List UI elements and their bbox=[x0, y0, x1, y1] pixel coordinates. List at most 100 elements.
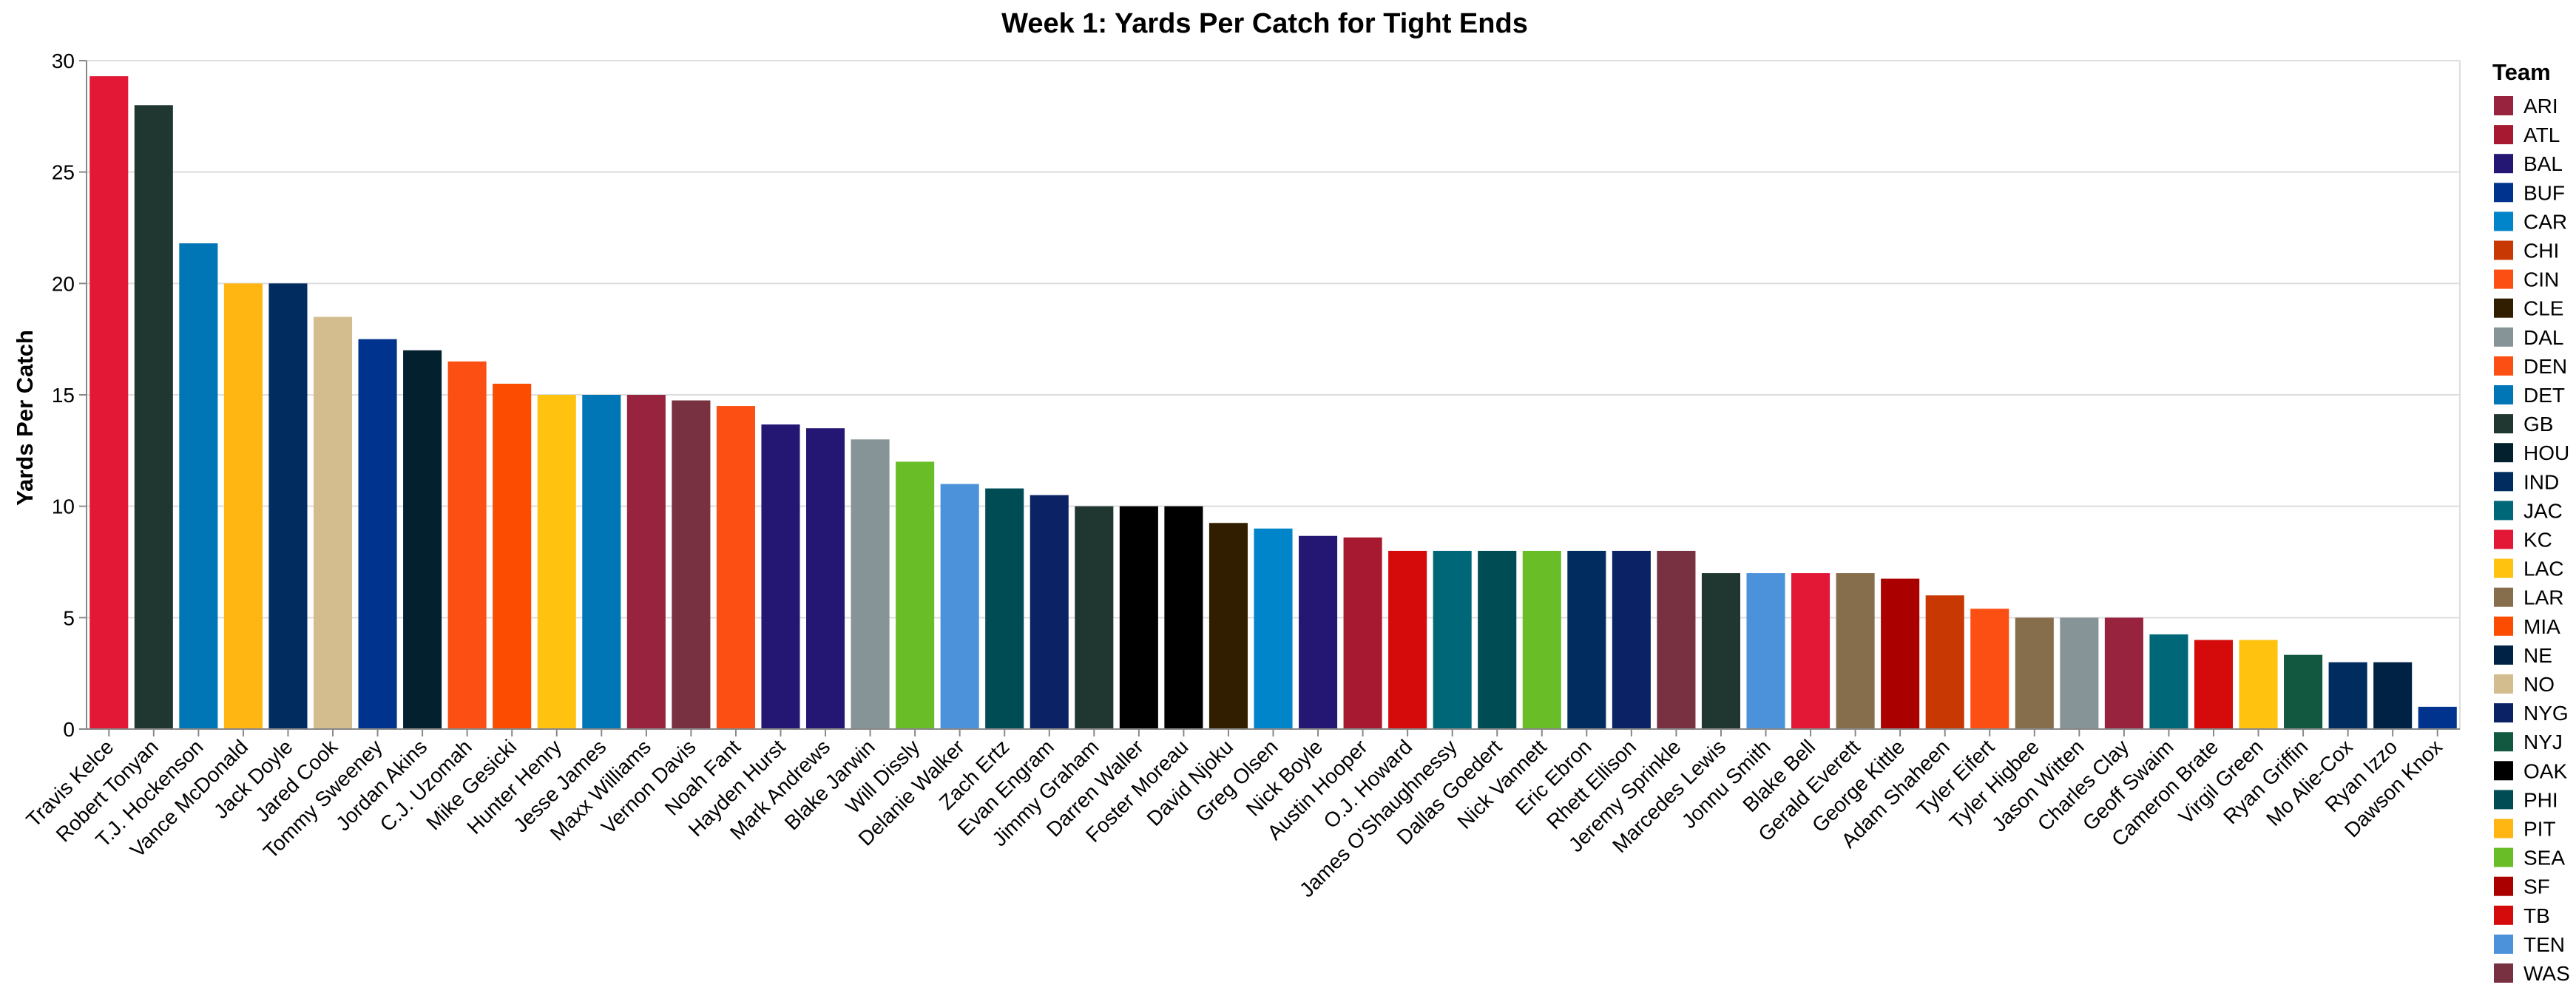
legend-swatch-buf bbox=[2494, 183, 2513, 203]
legend-swatch-hou bbox=[2494, 443, 2513, 463]
legend-swatch-ne bbox=[2494, 645, 2513, 665]
bar-dawson-knox bbox=[2418, 706, 2457, 729]
legend-swatch-dal bbox=[2494, 327, 2513, 347]
y-tick-label: 10 bbox=[52, 495, 75, 518]
legend-label-sf: SF bbox=[2523, 875, 2550, 898]
legend-title: Team bbox=[2492, 59, 2551, 85]
bar-jordan-akins bbox=[403, 350, 442, 729]
legend-label-det: DET bbox=[2523, 384, 2565, 407]
legend-label-lar: LAR bbox=[2523, 586, 2563, 609]
legend-label-ten: TEN bbox=[2523, 933, 2565, 956]
legend-swatch-sea bbox=[2494, 847, 2513, 867]
legend-swatch-pit bbox=[2494, 819, 2513, 839]
bar-jared-cook bbox=[313, 316, 353, 729]
y-tick-label: 20 bbox=[52, 272, 75, 295]
bar-vance-mcdonald bbox=[223, 283, 263, 729]
legend-label-kc: KC bbox=[2523, 529, 2552, 552]
bar-mike-gesicki bbox=[493, 383, 532, 729]
bar-blake-bell bbox=[1791, 573, 1830, 729]
bar-eric-ebron bbox=[1567, 550, 1606, 729]
bar-cameron-brate bbox=[2194, 640, 2234, 729]
legend-swatch-jac bbox=[2494, 501, 2513, 521]
bar-vernon-davis bbox=[672, 400, 711, 729]
bar-marcedes-lewis bbox=[1701, 573, 1741, 729]
bar-adam-shaheen bbox=[1925, 595, 1964, 729]
legend-label-phi: PHI bbox=[2523, 788, 2558, 811]
legend-swatch-sf bbox=[2494, 876, 2513, 896]
legend-swatch-bal bbox=[2494, 154, 2513, 174]
legend-label-no: NO bbox=[2523, 673, 2555, 696]
legend-swatch-det bbox=[2494, 385, 2513, 404]
bar-tommy-sweeney bbox=[358, 339, 397, 730]
bar-evan-engram bbox=[1030, 495, 1069, 729]
bar-noah-fant bbox=[716, 406, 755, 729]
legend-swatch-gb bbox=[2494, 414, 2513, 434]
bar-hunter-henry bbox=[537, 395, 576, 729]
bar-darren-waller bbox=[1119, 506, 1158, 729]
y-tick-label: 5 bbox=[63, 606, 75, 629]
legend-label-den: DEN bbox=[2523, 355, 2567, 378]
legend-swatch-kc bbox=[2494, 529, 2513, 549]
legend-label-chi: CHI bbox=[2523, 240, 2559, 262]
y-tick-label: 30 bbox=[52, 50, 75, 72]
legend-swatch-cin bbox=[2494, 269, 2513, 289]
bar-t-j-hockenson bbox=[179, 243, 218, 729]
bar-blake-jarwin bbox=[851, 439, 890, 729]
legend-swatch-nyg bbox=[2494, 703, 2513, 723]
legend-label-bal: BAL bbox=[2523, 152, 2563, 175]
legend-label-sea: SEA bbox=[2523, 847, 2565, 870]
legend-swatch-cle bbox=[2494, 298, 2513, 318]
legend-label-pit: PIT bbox=[2523, 818, 2556, 841]
legend-swatch-ind bbox=[2494, 472, 2513, 492]
bar-delanie-walker bbox=[940, 484, 979, 729]
legend-label-tb: TB bbox=[2523, 904, 2550, 927]
bar-charles-clay bbox=[2104, 617, 2143, 729]
bar-zach-ertz bbox=[985, 488, 1024, 729]
bar-jesse-james bbox=[582, 395, 621, 729]
legend-swatch-phi bbox=[2494, 790, 2513, 810]
bar-jack-doyle bbox=[268, 283, 308, 729]
legend-swatch-nyj bbox=[2494, 732, 2513, 752]
legend-swatch-car bbox=[2494, 211, 2513, 231]
legend-swatch-tb bbox=[2494, 905, 2513, 925]
bar-mo-alie-cox bbox=[2328, 662, 2367, 729]
legend-swatch-oak bbox=[2494, 761, 2513, 781]
bar-dallas-goedert bbox=[1478, 550, 1517, 729]
legend-label-cle: CLE bbox=[2523, 297, 2563, 320]
legend-swatch-mia bbox=[2494, 616, 2513, 636]
bar-o-j-howard bbox=[1388, 550, 1427, 729]
legend-label-gb: GB bbox=[2523, 413, 2553, 436]
legend-swatch-ari bbox=[2494, 96, 2513, 115]
legend-label-mia: MIA bbox=[2523, 615, 2560, 638]
legend-label-lac: LAC bbox=[2523, 558, 2563, 580]
legend-swatch-atl bbox=[2494, 125, 2513, 145]
bar-ryan-griffin bbox=[2284, 654, 2323, 729]
bar-david-njoku bbox=[1208, 523, 1248, 729]
legend-label-ne: NE bbox=[2523, 644, 2552, 667]
legend-label-hou: HOU bbox=[2523, 441, 2569, 464]
bar-maxx-williams bbox=[626, 395, 666, 729]
bar-james-o-shaughnessy bbox=[1433, 550, 1472, 729]
bar-gerald-everett bbox=[1836, 573, 1875, 729]
legend-label-was: WAS bbox=[2523, 962, 2570, 985]
bar-foster-moreau bbox=[1164, 506, 1203, 729]
bar-tyler-eifert bbox=[1970, 609, 2009, 729]
bar-hayden-hurst bbox=[761, 424, 800, 729]
legend: Team ARI ATL BAL BUF CAR CHI CIN CLE DAL DEN DET GB… bbox=[2492, 59, 2570, 985]
legend-label-nyj: NYJ bbox=[2523, 731, 2563, 753]
chart-title: Week 1: Yards Per Catch for Tight Ends bbox=[1001, 8, 1528, 39]
legend-swatch-no bbox=[2494, 674, 2513, 694]
bar-george-kittle bbox=[1881, 578, 1920, 729]
bar-ryan-izzo bbox=[2373, 662, 2413, 729]
bar-jimmy-graham bbox=[1075, 506, 1114, 729]
legend-label-ind: IND bbox=[2523, 470, 2559, 493]
bar-greg-olsen bbox=[1254, 528, 1293, 729]
legend-label-atl: ATL bbox=[2523, 123, 2560, 146]
bar-robert-tonyan bbox=[134, 105, 173, 729]
bar-jason-witten bbox=[2060, 617, 2099, 729]
bar-mark-andrews bbox=[805, 428, 845, 729]
legend-label-dal: DAL bbox=[2523, 326, 2563, 349]
bar-rhett-ellison bbox=[1612, 550, 1651, 729]
y-tick-label: 15 bbox=[52, 384, 75, 407]
legend-label-nyg: NYG bbox=[2523, 702, 2569, 725]
